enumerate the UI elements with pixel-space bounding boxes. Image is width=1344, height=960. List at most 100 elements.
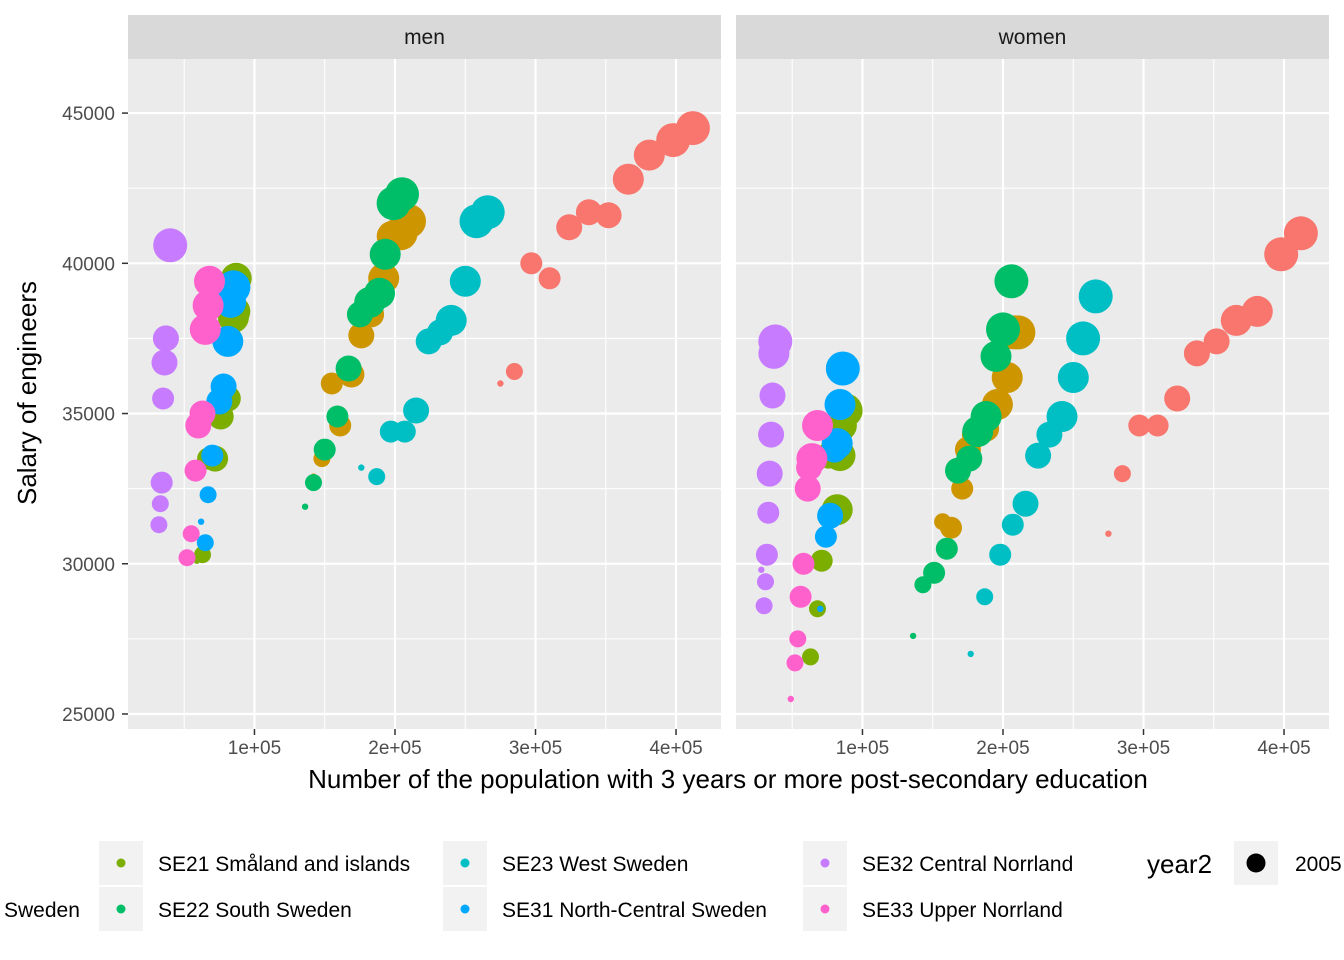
data-point: [196, 534, 214, 552]
data-point: [817, 605, 824, 612]
data-point: [789, 585, 812, 608]
facet-label-men: men: [404, 26, 445, 49]
data-point: [794, 475, 821, 502]
data-point: [313, 438, 336, 461]
data-point: [792, 552, 815, 575]
data-point: [1113, 465, 1131, 483]
size-legend-label: 2005: [1295, 853, 1342, 876]
data-point: [364, 277, 395, 309]
data-point: [216, 270, 251, 305]
data-point: [758, 421, 785, 448]
data-point: [1025, 442, 1052, 469]
data-point: [986, 312, 1020, 347]
data-point: [150, 471, 173, 494]
legend-swatch: [820, 904, 830, 914]
x-tick-label: 2e+05: [976, 738, 1029, 759]
data-point: [538, 267, 561, 290]
data-point: [786, 654, 804, 672]
data-point: [1146, 414, 1169, 437]
legend-item-label: SE33 Upper Norrland: [862, 899, 1063, 922]
data-point: [759, 382, 786, 409]
data-point: [989, 543, 1012, 566]
data-point: [756, 460, 783, 487]
data-point: [757, 573, 774, 591]
data-point: [755, 543, 778, 566]
legend: Sweden SE21 Småland and islands SE22 South…: [4, 841, 1342, 931]
legend-item-label: SE21 Småland and islands: [158, 853, 410, 876]
data-point: [197, 518, 205, 525]
data-point: [335, 355, 362, 382]
x-axis-title: Number of the population with 3 years or…: [308, 764, 1148, 794]
data-point: [789, 630, 807, 648]
legend-label-partial: Sweden: [4, 899, 80, 922]
data-point: [1128, 414, 1151, 437]
data-point: [201, 444, 224, 467]
data-point: [612, 163, 644, 195]
data-point: [1001, 513, 1024, 536]
y-tick-label: 40000: [62, 254, 115, 275]
panel-background-women: [736, 59, 1329, 729]
data-point: [810, 549, 833, 572]
facet-strip-men: [128, 15, 721, 59]
data-point: [393, 420, 416, 443]
legend-swatch: [460, 904, 470, 914]
points-men: [150, 111, 710, 567]
data-point: [194, 265, 225, 297]
facet-strip-women: [736, 15, 1329, 59]
data-point: [369, 238, 401, 270]
data-point: [758, 324, 793, 359]
y-tick-label: 30000: [62, 555, 115, 576]
data-point: [326, 405, 349, 428]
data-point: [189, 313, 221, 345]
data-point: [956, 445, 983, 472]
data-point: [320, 372, 343, 395]
data-point: [814, 525, 837, 548]
x-tick-label: 3e+05: [1117, 738, 1170, 759]
data-point: [633, 139, 665, 171]
data-point: [150, 516, 168, 534]
legend-swatch: [116, 904, 126, 914]
data-point: [178, 549, 196, 567]
data-point: [470, 195, 505, 230]
data-point: [796, 443, 828, 475]
data-point: [787, 695, 794, 703]
x-tick-label: 1e+05: [836, 738, 889, 759]
data-point: [152, 387, 175, 410]
x-tick-label: 4e+05: [1257, 738, 1310, 759]
data-point: [802, 410, 833, 441]
data-point: [556, 214, 583, 241]
data-point: [675, 111, 710, 146]
data-point: [821, 428, 853, 460]
data-point: [505, 363, 523, 380]
x-tick-label: 1e+05: [228, 738, 281, 759]
legend-item-label: SE32 Central Norrland: [862, 853, 1073, 876]
data-point: [758, 566, 765, 573]
data-point: [189, 400, 216, 427]
data-point: [575, 199, 602, 226]
data-point: [305, 474, 322, 492]
y-axis-title: Salary of engineers: [12, 281, 42, 505]
size-legend-title: year2: [1147, 849, 1212, 879]
data-point: [1105, 530, 1112, 537]
data-point: [824, 389, 856, 420]
data-point: [192, 289, 224, 321]
data-point: [1241, 295, 1273, 327]
data-point: [1203, 328, 1230, 355]
legend-swatch: [460, 858, 470, 868]
data-point: [755, 597, 773, 615]
data-point: [817, 502, 844, 529]
data-point: [184, 459, 207, 482]
legend-item-label: SE22 South Sweden: [158, 899, 352, 922]
data-point: [967, 650, 974, 658]
x-tick-label: 4e+05: [649, 738, 702, 759]
data-point: [348, 322, 375, 349]
data-point: [497, 380, 504, 387]
data-point: [151, 349, 178, 376]
data-point: [1046, 401, 1078, 432]
data-point: [368, 468, 386, 486]
data-point: [152, 325, 179, 352]
data-point: [153, 228, 188, 263]
data-point: [1057, 362, 1089, 393]
data-point: [825, 351, 860, 386]
